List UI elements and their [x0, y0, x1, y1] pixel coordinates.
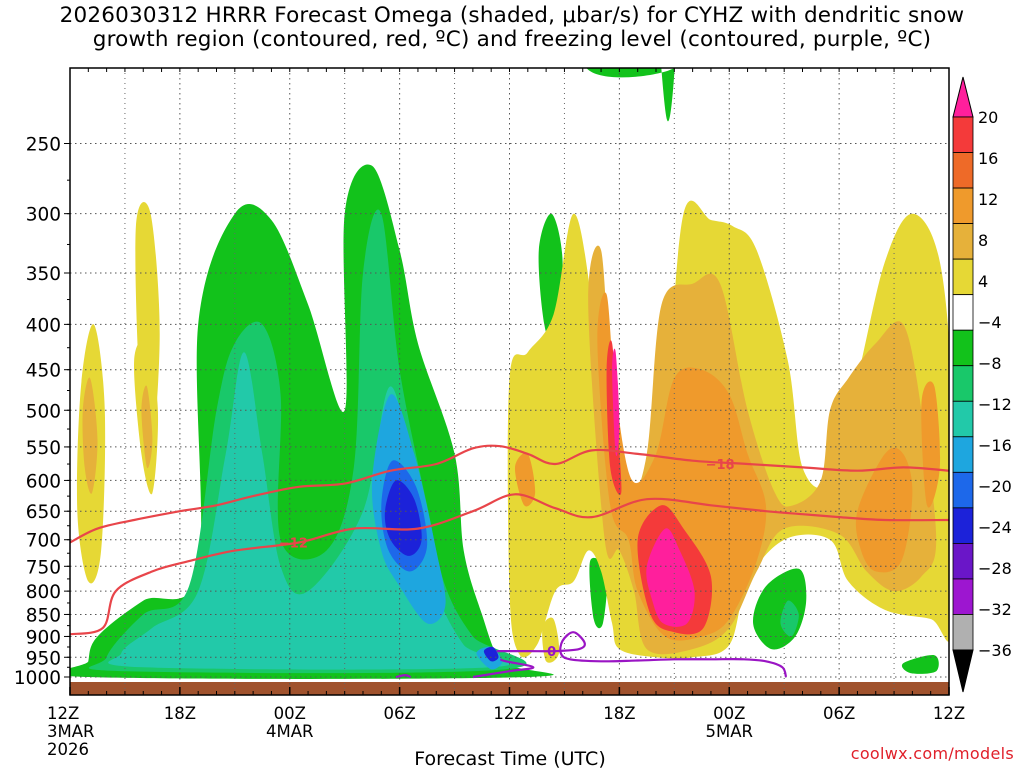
y-tick-label-1000: 1000: [14, 668, 61, 689]
x-tick-label-3-0: 06Z: [383, 704, 415, 723]
y-tick-label-300: 300: [26, 205, 61, 226]
colorbar-box-14: [952, 614, 974, 651]
y-tick-label-900: 900: [26, 627, 61, 648]
omega-region-13: [483, 646, 499, 662]
y-tick-label-750: 750: [26, 557, 61, 578]
omega-region-1: [586, 68, 675, 122]
omega-region-12: [384, 480, 422, 556]
colorbar-label-4: 4: [978, 272, 988, 291]
x-tick-label-0-0: 12Z: [47, 704, 79, 723]
chart-title: 2026030312 HRRR Forecast Omega (shaded, …: [0, 4, 1024, 52]
x-tick-label-6-0: 00Z: [713, 704, 745, 723]
x-tick-label-0-1: 3MAR: [47, 722, 95, 741]
x-tick-label-2-1: 4MAR: [266, 722, 314, 741]
y-tick-label-250: 250: [26, 135, 61, 156]
x-tick-label-8-0: 12Z: [933, 704, 965, 723]
contour-line-3: [395, 674, 412, 679]
colorbar-box-2: [952, 187, 974, 224]
colorbar-label-11: −28: [978, 559, 1012, 578]
omega-region-22: [141, 385, 153, 469]
colorbar: 20 16 12 8 4 −4 −8 −12 −16 −20 −24 −28 −32 −36: [952, 76, 1012, 693]
colorbar-box-5: [952, 294, 974, 331]
colorbar-box-12: [952, 543, 974, 580]
colorbar-label-5: −4: [978, 313, 1002, 332]
colorbar-label-1: 16: [978, 149, 998, 168]
colorbar-box-1: [952, 152, 974, 189]
colorbar-label-3: 8: [978, 231, 988, 250]
temperature-contour-layer: −12 −18 0: [70, 444, 949, 679]
y-tick-label-450: 450: [26, 361, 61, 382]
contour-line-0: [70, 493, 949, 636]
omega-region-26: [514, 452, 536, 507]
colorbar-label-6: −8: [978, 354, 1002, 373]
colorbar-box-9: [952, 436, 974, 473]
contour-label-1: −18: [706, 458, 735, 473]
colorbar-label-9: −20: [978, 477, 1012, 496]
omega-region-25: [921, 381, 941, 508]
x-tick-label-1-0: 18Z: [164, 704, 196, 723]
colorbar-label-12: −32: [978, 600, 1012, 619]
contour-line-2: [496, 631, 788, 678]
colorbar-label-2: 12: [978, 190, 998, 209]
y-tick-label-400: 400: [26, 315, 61, 336]
colorbar-label-7: −12: [978, 395, 1012, 414]
colorbar-box-8: [952, 400, 974, 438]
x-tick-label-6-1: 5MAR: [706, 722, 754, 741]
y-tick-label-550: 550: [26, 438, 61, 459]
contour-line-1: [70, 444, 949, 544]
colorbar-top-triangle: [952, 76, 974, 118]
contour-line-4: [472, 658, 535, 679]
y-tick-label-600: 600: [26, 471, 61, 492]
colorbar-box-13: [952, 578, 974, 615]
contour-label-0: −12: [279, 536, 308, 551]
colorbar-box-11: [952, 507, 974, 544]
colorbar-label-0: 20: [978, 108, 998, 127]
colorbar-box-10: [952, 471, 974, 509]
x-axis-title: Forecast Time (UTC): [414, 748, 605, 768]
chart-title-line-1: 2026030312 HRRR Forecast Omega (shaded, …: [59, 3, 965, 28]
x-tick-label-2-0: 00Z: [274, 704, 306, 723]
y-tick-label-950: 950: [26, 648, 61, 669]
colorbar-box-7: [952, 365, 974, 402]
contour-label-2: 0: [547, 645, 556, 660]
colorbar-box-3: [952, 223, 974, 260]
y-tick-label-700: 700: [26, 531, 61, 552]
colorbar-box-0: [952, 116, 974, 153]
omega-region-24: [855, 447, 913, 573]
omega-region-21: [82, 377, 98, 494]
colorbar-box-6: [952, 329, 974, 367]
colorbar-label-8: −16: [978, 436, 1012, 455]
pressure-axis: 2503003504004505005506006507007508008509…: [14, 135, 70, 689]
coolwx-watermark: coolwx.com/models: [850, 744, 1014, 763]
y-tick-label-800: 800: [26, 582, 61, 603]
omega-region-7: [780, 600, 799, 637]
colorbar-label-13: −36: [978, 641, 1012, 660]
y-tick-label-500: 500: [26, 401, 61, 422]
omega-region-4: [901, 655, 939, 674]
x-tick-label-4-0: 12Z: [493, 704, 525, 723]
x-tick-label-7-0: 06Z: [823, 704, 855, 723]
y-tick-label-850: 850: [26, 605, 61, 626]
colorbar-label-10: −24: [978, 518, 1012, 537]
x-tick-label-5-0: 18Z: [603, 704, 635, 723]
colorbar-box-4: [952, 258, 974, 296]
omega-region-29: [646, 528, 695, 627]
x-tick-label-0-2: 2026: [47, 740, 89, 759]
y-tick-label-350: 350: [26, 264, 61, 285]
y-tick-label-650: 650: [26, 502, 61, 523]
omega-region-30: [612, 348, 620, 457]
colorbar-bottom-triangle: [952, 649, 974, 693]
chart-title-line-2: growth region (contoured, red, ºC) and f…: [92, 27, 932, 52]
